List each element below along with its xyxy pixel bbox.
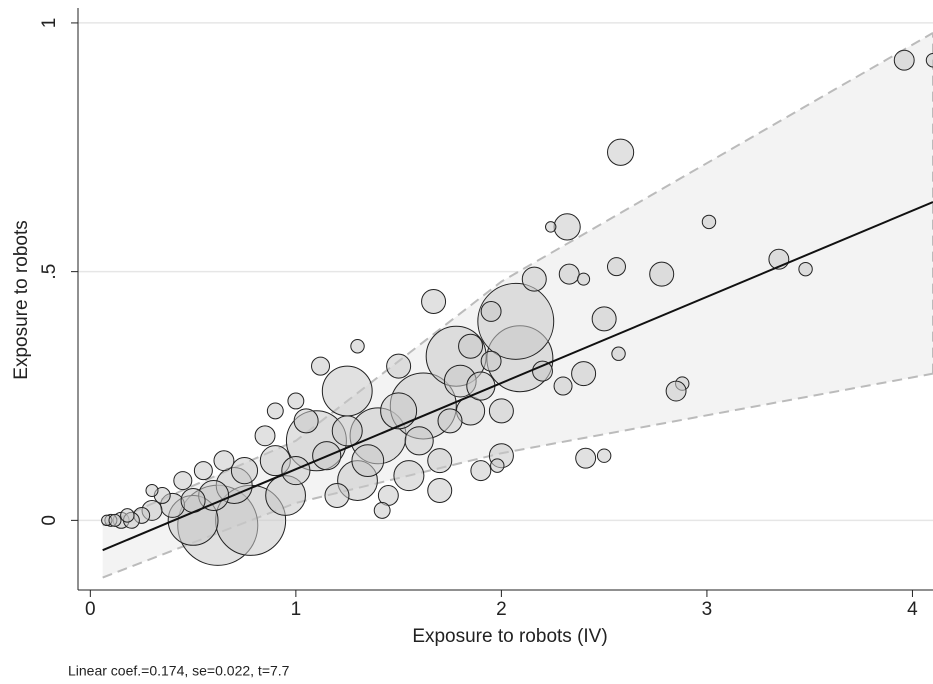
x-tick-label: 4 [907, 599, 918, 620]
y-tick-label: .5 [39, 264, 60, 280]
bubble [798, 261, 813, 277]
bubble [350, 339, 365, 354]
bubble [665, 380, 687, 402]
bubble [404, 426, 434, 456]
bubble [380, 392, 418, 430]
bubble [254, 425, 276, 447]
bubble [553, 376, 573, 396]
bubble [266, 402, 284, 420]
bubble [287, 392, 305, 410]
bubble [577, 272, 591, 286]
bubble [421, 288, 447, 314]
bubble [120, 508, 135, 523]
bubble [293, 408, 319, 434]
bubble [490, 458, 505, 473]
bubble [437, 408, 463, 434]
x-tick-label: 3 [702, 599, 713, 620]
bubble [108, 513, 122, 527]
bubble [193, 461, 213, 481]
annotation: Linear coef.=0.174, se=0.022, t=7.7 [68, 663, 290, 679]
bubble [596, 448, 612, 463]
bubble [477, 282, 555, 360]
y-tick-label: 0 [39, 515, 60, 526]
bubble [230, 457, 259, 485]
bubble [393, 460, 425, 492]
bubble [386, 353, 412, 379]
bubble [427, 448, 453, 474]
y-axis-title: Exposure to robots [11, 220, 32, 379]
bubble [470, 460, 492, 482]
bubble [213, 450, 235, 472]
bubble [458, 333, 484, 359]
x-tick-label: 0 [85, 599, 96, 620]
bubble [145, 484, 159, 498]
bubble [488, 398, 514, 424]
bubble [351, 444, 385, 478]
bubble [591, 306, 617, 332]
x-axis-title: Exposure to robots (IV) [412, 626, 607, 647]
bubble [571, 361, 597, 387]
bubble [173, 471, 193, 491]
x-tick-label: 1 [291, 599, 302, 620]
bubble [281, 456, 311, 486]
bubble [545, 221, 557, 233]
bubble [649, 261, 675, 287]
bubble [532, 360, 553, 382]
bubble [373, 501, 391, 519]
bubble [553, 213, 581, 241]
x-tick-label: 2 [496, 599, 507, 620]
bubble [321, 365, 373, 417]
bubble [701, 214, 717, 230]
bubble [558, 263, 580, 285]
bubble [521, 266, 547, 292]
bubble [427, 478, 453, 504]
bubble [575, 447, 597, 469]
fit-line [102, 201, 933, 552]
bubble [480, 350, 502, 372]
bubble [331, 415, 363, 447]
bubble [480, 300, 502, 322]
bubble [611, 346, 626, 361]
bubble [925, 53, 933, 68]
y-tick-label: 1 [39, 18, 60, 29]
bubble [311, 356, 331, 376]
bubble [606, 257, 626, 277]
bubble [893, 49, 915, 71]
bubble [607, 138, 635, 166]
bubble [324, 482, 350, 508]
